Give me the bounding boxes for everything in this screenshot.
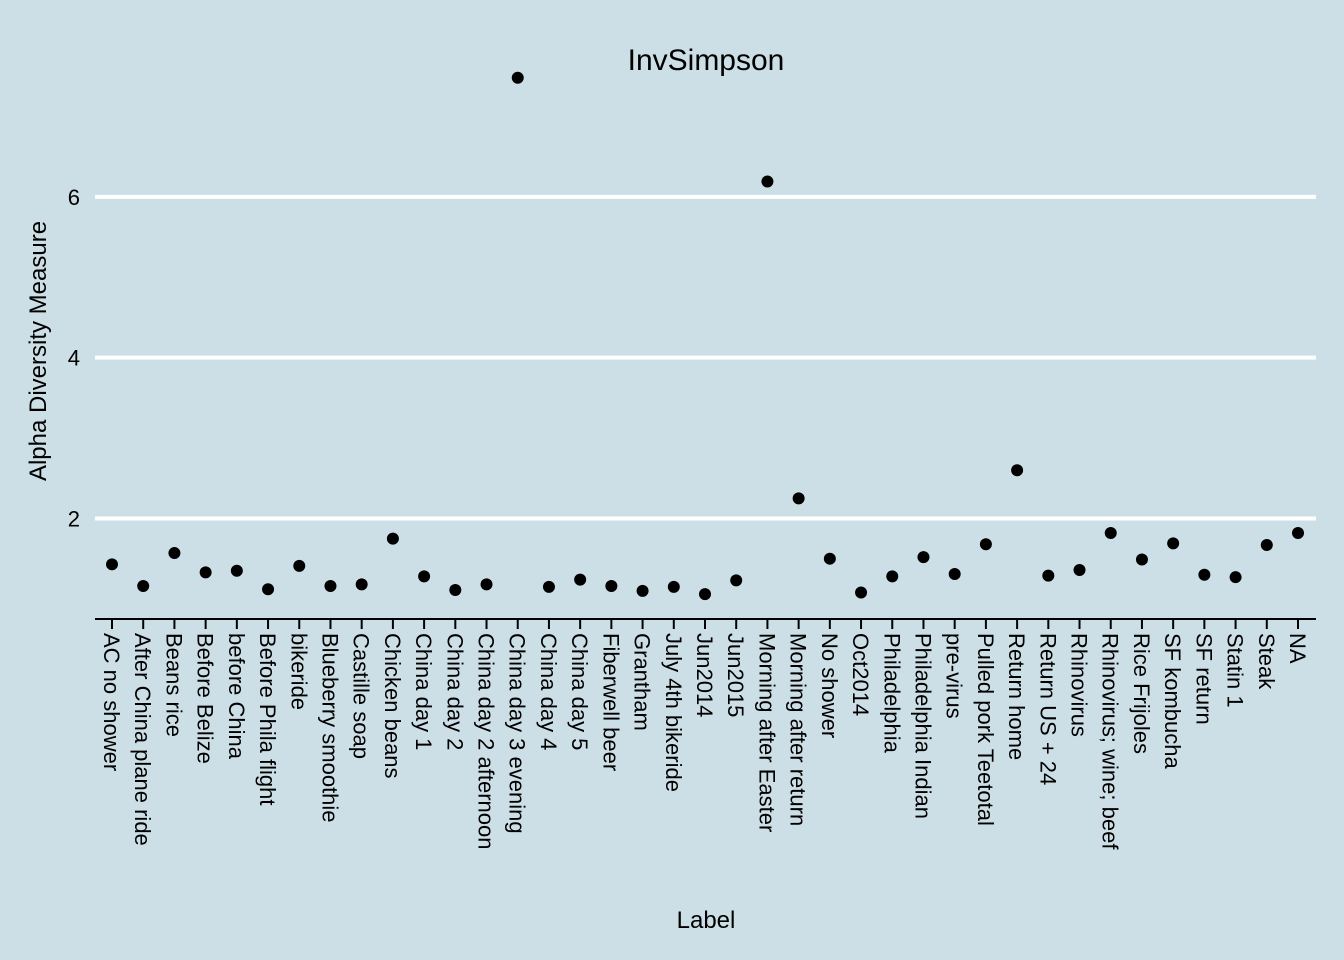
data-point [1198, 568, 1211, 581]
x-tick-label: July 4th bikeride [661, 633, 686, 792]
x-tick-label: Jun2015 [723, 633, 748, 717]
data-point [1104, 526, 1117, 539]
data-point [917, 551, 930, 564]
data-point [1167, 537, 1180, 550]
data-point [1042, 569, 1055, 582]
data-point [886, 570, 899, 583]
data-point [792, 492, 805, 505]
data-point [1011, 464, 1024, 477]
data-point [574, 573, 587, 586]
x-tick-label: Fiberwell beer [598, 633, 623, 771]
x-tick-label: Statin 1 [1223, 633, 1248, 708]
data-point [855, 586, 868, 599]
x-tick-label: China day 3 evening [505, 633, 530, 834]
x-tick-label: China day 4 [536, 633, 561, 750]
data-point [948, 567, 961, 580]
x-tick-label: Morning after Easter [754, 633, 779, 832]
grid-lines [95, 194, 1316, 521]
x-tick-label: Return home [1004, 633, 1029, 760]
x-tick-label: bikeride [286, 633, 311, 710]
data-point [106, 558, 118, 571]
x-tick-label: SF kombucha [1160, 633, 1185, 769]
data-point [1292, 526, 1304, 539]
x-tick-label: Oct2014 [848, 633, 873, 716]
data-point [324, 580, 337, 593]
x-tick-label: Grantham [630, 633, 655, 731]
data-point [137, 580, 150, 593]
data-point [199, 566, 212, 579]
x-tick-label: pre-virus [942, 633, 967, 719]
chart-title: InvSimpson [628, 44, 785, 77]
data-points [106, 71, 1304, 601]
x-tick-label: NA [1285, 633, 1310, 664]
data-point [542, 580, 555, 593]
data-point [699, 588, 711, 601]
x-tick-label: Pulled pork Teetotal [973, 633, 998, 826]
x-tick-label: Rice Frijoles [1129, 633, 1154, 754]
data-point [823, 552, 836, 565]
x-tick-label: China day 1 [411, 633, 436, 750]
y-axis-label: Alpha Diversity Measure [25, 221, 52, 481]
data-point [605, 580, 618, 593]
data-point [1135, 553, 1148, 566]
x-tick-label: Chicken beans [380, 633, 405, 779]
data-point [511, 71, 524, 84]
x-tick-label: China day 5 [567, 633, 592, 750]
x-tick-label: Return US + 24 [1035, 633, 1060, 785]
y-tick-label: 2 [68, 506, 80, 531]
x-axis-label: Label [677, 907, 736, 934]
data-point [449, 584, 462, 597]
x-tick-label: Rhinovirus; wine; beef [1098, 633, 1123, 850]
x-tick-label: SF return [1191, 633, 1216, 725]
data-point [293, 559, 306, 572]
x-tick-label: China day 2 afternoon [474, 633, 499, 850]
x-tick-label: No shower [817, 633, 842, 738]
data-point [979, 538, 992, 551]
data-point [386, 532, 399, 545]
x-tick-label: AC no shower [99, 633, 124, 771]
data-point [730, 574, 743, 587]
x-ticks: AC no shower After China plane ride Beans … [99, 619, 1310, 850]
x-tick-label: Castille soap [349, 633, 374, 759]
data-point [1229, 571, 1242, 584]
x-tick-label: Beans rice [161, 633, 186, 737]
data-point [667, 580, 680, 593]
data-point [480, 578, 493, 591]
x-tick-label: After China plane ride [130, 633, 155, 846]
data-point [230, 564, 243, 577]
x-tick-label: Jun2014 [692, 633, 717, 717]
x-tick-label: before China [224, 633, 249, 760]
y-tick-label: 4 [68, 346, 80, 371]
data-point [355, 578, 368, 591]
x-tick-label: Steak [1254, 633, 1279, 690]
x-tick-label: Blueberry smoothie [317, 633, 342, 823]
data-point [168, 547, 181, 560]
x-tick-label: Morning after return [786, 633, 811, 826]
data-point [418, 570, 431, 583]
x-tick-label: Before Belize [193, 633, 218, 764]
y-tick-labels: 2 4 6 [68, 185, 80, 532]
x-tick-label: Philadelphia [879, 633, 904, 754]
data-point [1073, 563, 1086, 576]
x-tick-label: Philadelphia Indian [910, 633, 935, 819]
data-point [262, 583, 275, 596]
x-tick-label: China day 2 [442, 633, 467, 750]
data-point [636, 584, 649, 597]
data-point [761, 175, 774, 188]
x-tick-label: Rhinovirus [1067, 633, 1092, 737]
x-tick-label: Before Phila flight [255, 633, 280, 805]
y-tick-label: 6 [68, 185, 80, 210]
data-point [1260, 539, 1273, 552]
